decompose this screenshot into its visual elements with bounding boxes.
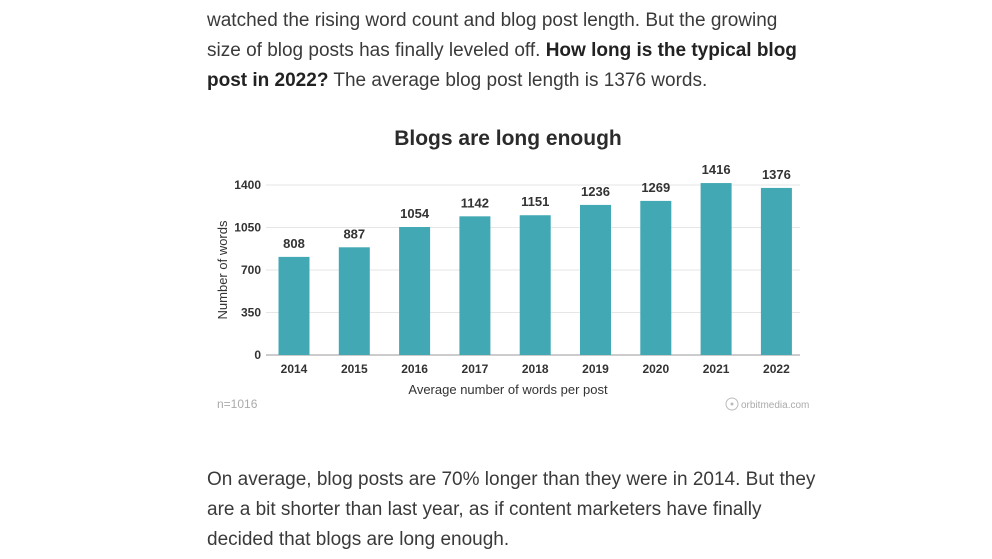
data-label: 1376: [762, 167, 791, 182]
source-label: orbitmedia.com: [741, 400, 809, 411]
data-label: 1054: [400, 206, 430, 221]
x-tick-label: 2016: [401, 362, 428, 376]
data-label: 887: [343, 226, 365, 241]
data-label: 1269: [641, 180, 670, 195]
data-label: 1236: [581, 184, 610, 199]
bar-2016: [399, 227, 431, 355]
y-tick-label: 1050: [234, 221, 261, 235]
intro-bold-question: How long is the typical blog post in 202…: [207, 40, 797, 91]
data-label: 1151: [521, 194, 549, 209]
intro-line: watched the rising word count and blog p…: [207, 10, 778, 31]
x-tick-label: 2021: [703, 362, 730, 376]
y-tick-label: 350: [241, 306, 261, 320]
sample-size-note: n=1016: [217, 397, 258, 411]
data-label: 808: [283, 236, 305, 251]
orbit-logo-icon: [725, 397, 739, 411]
data-label: 1416: [702, 162, 731, 177]
bar-2021: [700, 183, 732, 355]
bar-2022: [760, 187, 792, 355]
intro-line: size of blog posts has finally leveled o…: [207, 40, 546, 61]
chart-title: Blogs are long enough: [394, 127, 622, 150]
x-tick-label: 2015: [341, 362, 368, 376]
bar-2019: [580, 204, 611, 355]
x-axis-label: Average number of words per post: [408, 382, 608, 397]
bar-2014: [278, 256, 310, 355]
bar-2020: [640, 200, 672, 355]
x-tick-label: 2018: [522, 362, 549, 376]
y-tick-label: 700: [241, 263, 261, 277]
x-tick-label: 2014: [281, 362, 308, 376]
bar-2017: [459, 216, 491, 355]
bar-2015: [338, 247, 370, 355]
intro-paragraph: watched the rising word count and blog p…: [207, 6, 817, 96]
x-tick-label: 2020: [642, 362, 669, 376]
y-tick-label: 1400: [234, 178, 261, 192]
y-tick-label: 0: [254, 348, 261, 362]
y-axis-label: Number of words: [215, 220, 230, 319]
x-tick-label: 2022: [763, 362, 790, 376]
x-tick-label: 2017: [462, 362, 489, 376]
bar-2018: [519, 215, 551, 355]
orbit-logo-dot: [730, 402, 734, 406]
x-tick-label: 2019: [582, 362, 609, 376]
intro-answer: The average blog post length is 1376 wor…: [328, 70, 708, 91]
data-label: 1142: [461, 195, 489, 210]
outro-paragraph: On average, blog posts are 70% longer th…: [207, 469, 816, 550]
